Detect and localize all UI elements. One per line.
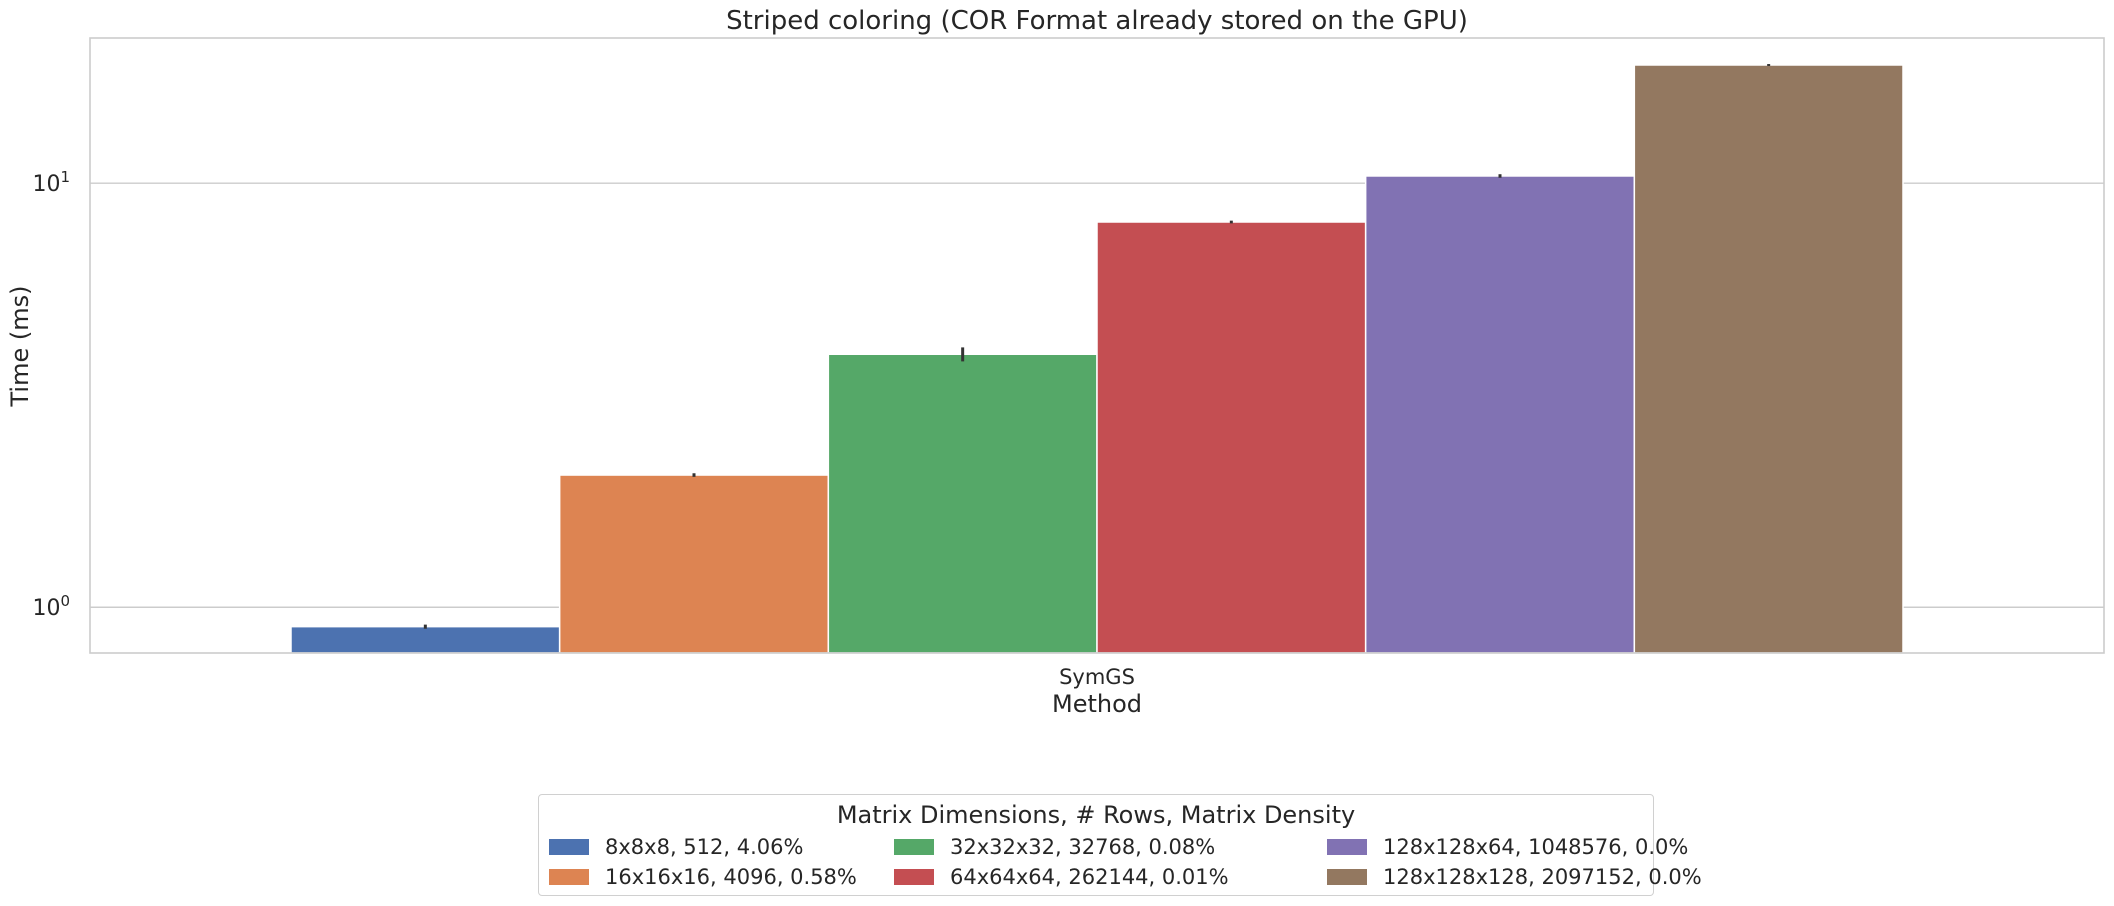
legend-item: 128x128x128, 2097152, 0.0% (1327, 862, 1702, 892)
bar (1096, 221, 1367, 654)
x-axis-label: Method (1052, 690, 1142, 718)
y-axis-label: Time (ms) (6, 286, 34, 408)
bar (290, 625, 561, 654)
legend-label: 32x32x32, 32768, 0.08% (950, 835, 1216, 859)
y-tick-labels: 100 101 (32, 168, 70, 621)
legend: Matrix Dimensions, # Rows, Matrix Densit… (538, 794, 1702, 896)
y-tick-label: 100 (32, 592, 70, 621)
bar (1633, 64, 1904, 654)
legend-label: 64x64x64, 262144, 0.01% (950, 865, 1229, 889)
legend-label: 16x16x16, 4096, 0.58% (605, 865, 857, 889)
legend-label: 128x128x64, 1048576, 0.0% (1383, 835, 1689, 859)
chart-title: Striped coloring (COR Format already sto… (726, 6, 1468, 36)
legend-swatch (894, 839, 934, 855)
x-tick-labels: SymGS (1059, 665, 1135, 689)
legend-swatch (894, 869, 934, 885)
legend-title: Matrix Dimensions, # Rows, Matrix Densit… (836, 801, 1356, 829)
bars (290, 64, 1904, 654)
legend-swatch (1327, 869, 1367, 885)
legend-item: 32x32x32, 32768, 0.08% (894, 832, 1215, 862)
legend-swatch (1327, 839, 1367, 855)
legend-label: 8x8x8, 512, 4.06% (605, 835, 804, 859)
bar (827, 353, 1098, 654)
error-bars (423, 64, 1771, 629)
bar (558, 474, 830, 654)
y-tick-label: 101 (32, 168, 70, 197)
legend-item: 64x64x64, 262144, 0.01% (894, 862, 1229, 892)
legend-swatch (549, 839, 589, 855)
legend-item: 16x16x16, 4096, 0.58% (549, 862, 857, 892)
legend-label: 128x128x128, 2097152, 0.0% (1383, 865, 1702, 889)
legend-swatch (549, 869, 589, 885)
legend-item: 8x8x8, 512, 4.06% (549, 832, 803, 862)
x-tick-label: SymGS (1059, 665, 1135, 689)
legend-item: 128x128x64, 1048576, 0.0% (1327, 832, 1688, 862)
bar (1364, 175, 1636, 654)
plot-frame (89, 37, 2105, 654)
